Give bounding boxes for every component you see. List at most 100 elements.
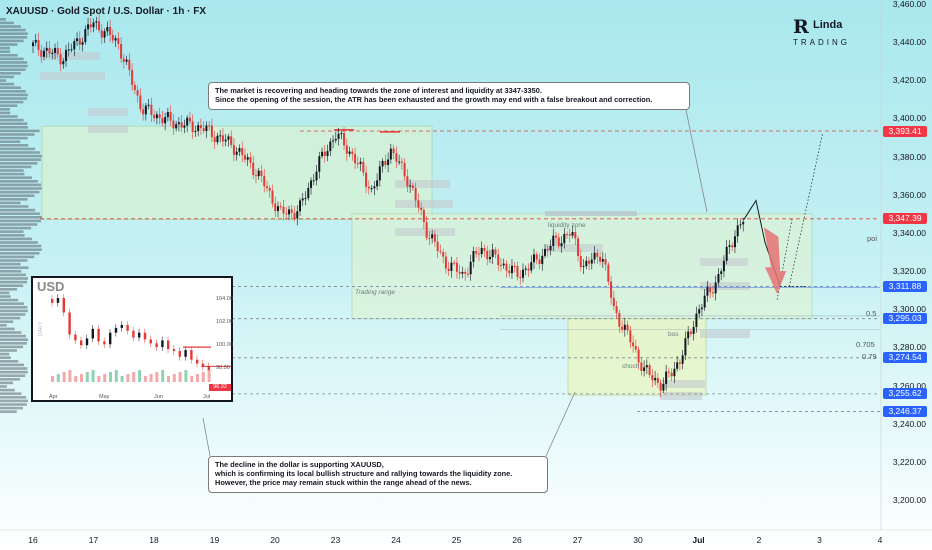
- volume-profile-bar: [0, 399, 28, 403]
- candle-body: [34, 39, 37, 43]
- candle-body: [670, 372, 673, 377]
- volume-profile-bar: [0, 352, 10, 356]
- candle-body: [378, 166, 381, 181]
- inset-volume-bar: [196, 374, 199, 382]
- candle-body: [389, 148, 392, 160]
- candle-body: [95, 21, 98, 23]
- candle-body: [480, 247, 483, 255]
- volume-profile-bar: [0, 396, 27, 399]
- candle-body: [282, 206, 285, 214]
- time-tick-label: 23: [330, 535, 341, 545]
- candle-body: [488, 256, 491, 260]
- volume-profile-bar: [0, 50, 11, 53]
- candle-body: [356, 163, 359, 165]
- analysis-note-bottom[interactable]: The decline in the dollar is supporting …: [208, 456, 548, 493]
- inset-candle-body: [51, 298, 54, 303]
- candle-body: [142, 109, 145, 115]
- projection-bullish-path: [788, 133, 823, 287]
- inset-candle-body: [56, 298, 60, 303]
- candle-body: [365, 172, 368, 187]
- volume-profile-bar: [0, 147, 36, 151]
- volume-profile-bar: [0, 183, 42, 187]
- candle-body: [626, 324, 629, 331]
- candle-body: [618, 312, 621, 327]
- volume-profile-bar: [0, 165, 32, 169]
- candle-body: [519, 277, 522, 279]
- volume-profile-bar: [0, 216, 42, 219]
- candle-body: [153, 114, 156, 119]
- inset-volume-bar: [190, 376, 194, 382]
- candle-body: [131, 69, 134, 85]
- candle-body: [238, 148, 241, 152]
- candle-body: [348, 151, 351, 154]
- order-block: [395, 200, 453, 208]
- price-level-tag: 3,393.41: [883, 125, 927, 137]
- candle-body: [428, 237, 431, 239]
- candle-body: [340, 133, 343, 135]
- volume-profile-bar: [0, 151, 40, 154]
- volume-profile-bar: [0, 194, 35, 197]
- volume-profile-bar: [0, 97, 28, 100]
- time-tick-label: 19: [209, 535, 220, 545]
- candle-body: [698, 309, 701, 314]
- volume-profile-bar: [0, 111, 11, 115]
- inset-plot: DAILY: [38, 294, 231, 382]
- price-tick-label: 3,440.00: [892, 37, 926, 48]
- candle-body: [128, 59, 131, 70]
- candle-body: [169, 112, 172, 121]
- inset-candle-body: [91, 328, 94, 339]
- candle-body: [464, 271, 467, 274]
- candle-body: [202, 128, 205, 132]
- volume-profile-bar: [0, 234, 25, 237]
- volume-profile-bar: [0, 356, 11, 359]
- candle-body: [205, 125, 208, 132]
- candle-body: [409, 185, 412, 187]
- inset-volume-bar: [178, 372, 182, 382]
- inset-candle-body: [126, 324, 129, 331]
- candle-body: [62, 61, 65, 65]
- logo-mark: R: [793, 16, 809, 38]
- volume-profile-bar: [0, 158, 42, 161]
- analysis-note-top[interactable]: The market is recovering and heading tow…: [208, 82, 690, 110]
- candle-body: [381, 160, 384, 167]
- volume-profile-bar: [0, 392, 22, 395]
- candle-body: [629, 330, 632, 343]
- candle-body: [739, 224, 742, 226]
- candle-body: [109, 26, 112, 35]
- candle-body: [733, 236, 736, 248]
- candle-body: [395, 153, 398, 162]
- logo-brand: Linda: [813, 19, 843, 31]
- candle-body: [177, 122, 180, 125]
- time-tick-label: 3: [817, 535, 822, 545]
- candle-body: [310, 180, 313, 188]
- inset-volume-bar: [103, 374, 107, 382]
- inset-x-label: Jun: [154, 394, 163, 400]
- volume-profile-bar: [0, 367, 28, 370]
- candle-body: [343, 133, 346, 146]
- bearish-arrow: [763, 227, 787, 294]
- volume-profile-bar: [0, 133, 35, 136]
- time-tick-label: 18: [149, 535, 159, 545]
- price-tick-label: 3,300.00: [892, 304, 926, 315]
- volume-profile-bar: [0, 406, 23, 410]
- candle-body: [601, 259, 604, 262]
- volume-profile-bar: [0, 327, 15, 331]
- candle-body: [516, 266, 519, 278]
- candle-body: [172, 120, 175, 129]
- candle-body: [637, 349, 640, 363]
- candle-body: [684, 338, 687, 356]
- candle-body: [315, 171, 318, 181]
- brand-logo: R Linda TRADING: [793, 16, 857, 50]
- time-tick-label: 26: [512, 535, 522, 545]
- candle-body: [254, 175, 257, 177]
- candle-body: [667, 371, 670, 373]
- candle-body: [524, 268, 527, 270]
- candle-body: [527, 268, 530, 271]
- candle-body: [191, 121, 194, 133]
- candle-body: [466, 273, 469, 275]
- inset-candle-body: [190, 350, 193, 360]
- candle-body: [659, 382, 662, 391]
- price-level-tag: 3,347.39: [883, 213, 927, 225]
- candle-body: [568, 234, 571, 236]
